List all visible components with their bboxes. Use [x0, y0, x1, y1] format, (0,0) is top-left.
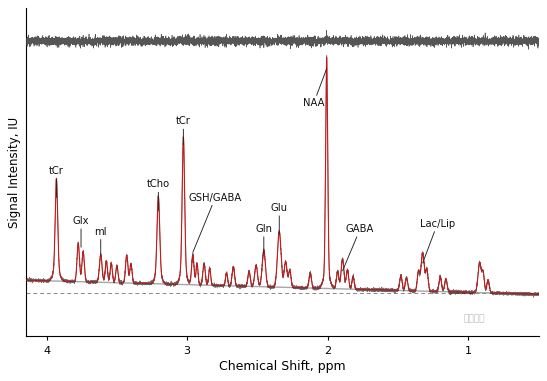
Text: GSH/GABA: GSH/GABA: [189, 192, 242, 253]
Text: Lac/Lip: Lac/Lip: [420, 219, 455, 263]
Y-axis label: Signal Intensity, IU: Signal Intensity, IU: [8, 117, 21, 228]
Text: tCr: tCr: [49, 166, 64, 197]
Text: GABA: GABA: [342, 224, 374, 271]
Text: Gln: Gln: [255, 224, 272, 255]
Text: ml: ml: [95, 227, 107, 255]
Text: tCho: tCho: [147, 179, 170, 210]
Text: tCr: tCr: [176, 117, 191, 145]
Text: Glx: Glx: [73, 216, 89, 247]
X-axis label: Chemical Shift, ppm: Chemical Shift, ppm: [219, 360, 345, 373]
Text: Glu: Glu: [271, 203, 288, 234]
Text: NAA: NAA: [303, 69, 327, 108]
Text: 思影科技: 思影科技: [463, 314, 485, 323]
